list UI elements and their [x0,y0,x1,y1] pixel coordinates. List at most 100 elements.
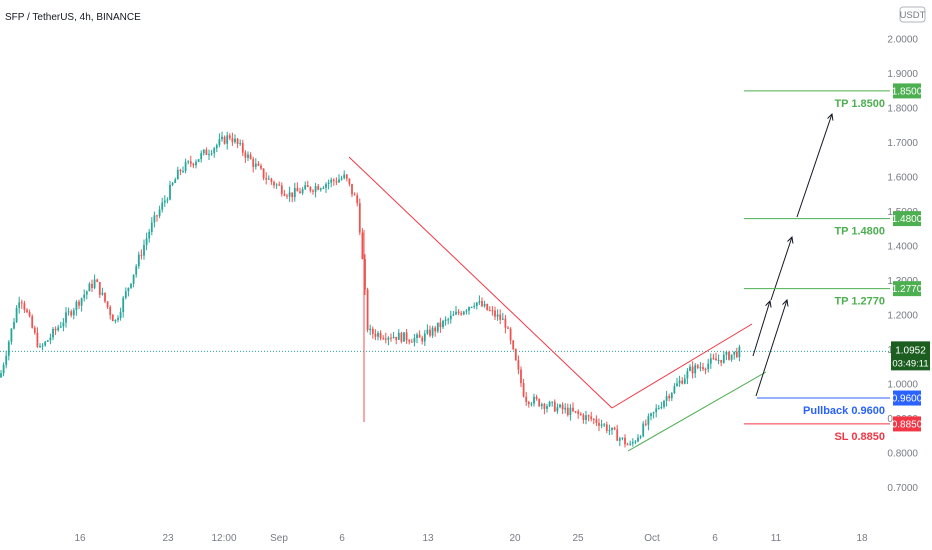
candle-body [423,333,426,342]
candle-body [364,258,366,290]
candle-body [533,396,535,404]
candle-body [210,153,213,155]
candle-body [655,408,658,413]
candle-body [15,307,18,322]
candle-body [483,303,486,307]
candle-body [101,292,104,295]
candle-body [176,169,179,180]
candle-body [7,341,10,356]
candle-body [78,301,80,306]
channel-lower-line [627,371,767,452]
candle-body [254,163,257,167]
level-price-tag [893,390,921,406]
candle-body [405,332,408,341]
candle-body [582,414,585,420]
candle-body [681,380,684,384]
candle-body [509,328,512,341]
projection-arrows [752,114,832,397]
y-tick-label: 1.0000 [887,380,918,391]
candle-body [130,283,132,288]
current-price-tag: 1.0952 03:49:11 [891,341,930,371]
x-tick-label: 6 [339,533,345,544]
candle-body [712,358,715,360]
candle-body [733,351,736,355]
candle-body [585,415,587,420]
x-tick-label: 12:00 [211,533,236,544]
candle-body [325,184,327,188]
candle-body [187,161,190,163]
candle-body [384,338,387,340]
candle-body [98,281,101,295]
candle-body [676,383,678,387]
candle-body [696,365,699,368]
candle-body [501,318,504,320]
channel-upper-line [611,323,753,409]
candle-body [304,185,307,190]
candle-body [5,355,8,365]
candle-body [296,187,299,192]
candle-body [660,406,663,409]
candle-body [317,186,320,190]
candle-body [215,144,218,149]
candle-body [551,401,554,403]
candle-body [449,315,452,320]
y-tick-label: 1.6000 [887,173,918,184]
candle-body [530,403,533,405]
candle-body [156,215,158,217]
candle-body [556,407,559,412]
candle-body [605,424,608,431]
candle-body [520,369,522,384]
current-price-value: 1.0952 [895,345,926,356]
y-tick-label: 0.8000 [887,449,918,460]
candle-body [429,329,431,336]
candle-body [587,415,590,417]
candle-body [41,345,44,347]
candle-body [663,400,665,407]
candle-body [457,311,460,314]
currency-badge[interactable]: USDT [899,6,926,23]
candle-body [192,163,195,166]
candle-body [691,366,694,374]
x-tick-label: 11 [771,533,782,544]
candle-body [436,322,439,332]
candle-body [397,332,400,340]
candle-body [499,314,502,320]
x-axis: 16 23 12:00 Sep 6 13 20 25 Oct 6 11 18 [74,533,868,544]
candle-body [507,327,509,329]
candle-body [319,188,322,190]
candle-body [148,231,151,239]
candle-body [70,311,73,316]
candle-body [122,297,125,313]
candle-body [730,354,733,360]
candle-body [644,423,647,425]
candle-body [452,314,455,316]
candle-body [478,301,481,303]
candle-body [694,365,697,374]
candle-body [361,232,364,259]
level-price-tag-text: 0.8850 [892,419,923,430]
candle-body [358,203,361,233]
candle-body [49,337,52,341]
candle-body [241,143,244,153]
candle-body [275,184,278,186]
candle-body [538,399,541,407]
candle-body [314,186,317,192]
candle-body [221,136,223,140]
candle-body [608,430,611,432]
candle-body [559,404,561,408]
level-price-tag [893,211,921,227]
candle-body [543,404,546,409]
candle-body [322,187,325,189]
candle-body [566,407,569,416]
candle-body [218,139,221,145]
candle-body [174,179,177,183]
candle-body [735,351,738,358]
x-tick-label: Oct [644,533,660,544]
candle-body [447,319,450,321]
x-tick-label: 23 [162,533,174,544]
candle-body [283,193,286,196]
candle-body [517,360,520,370]
candle-body [335,181,338,183]
